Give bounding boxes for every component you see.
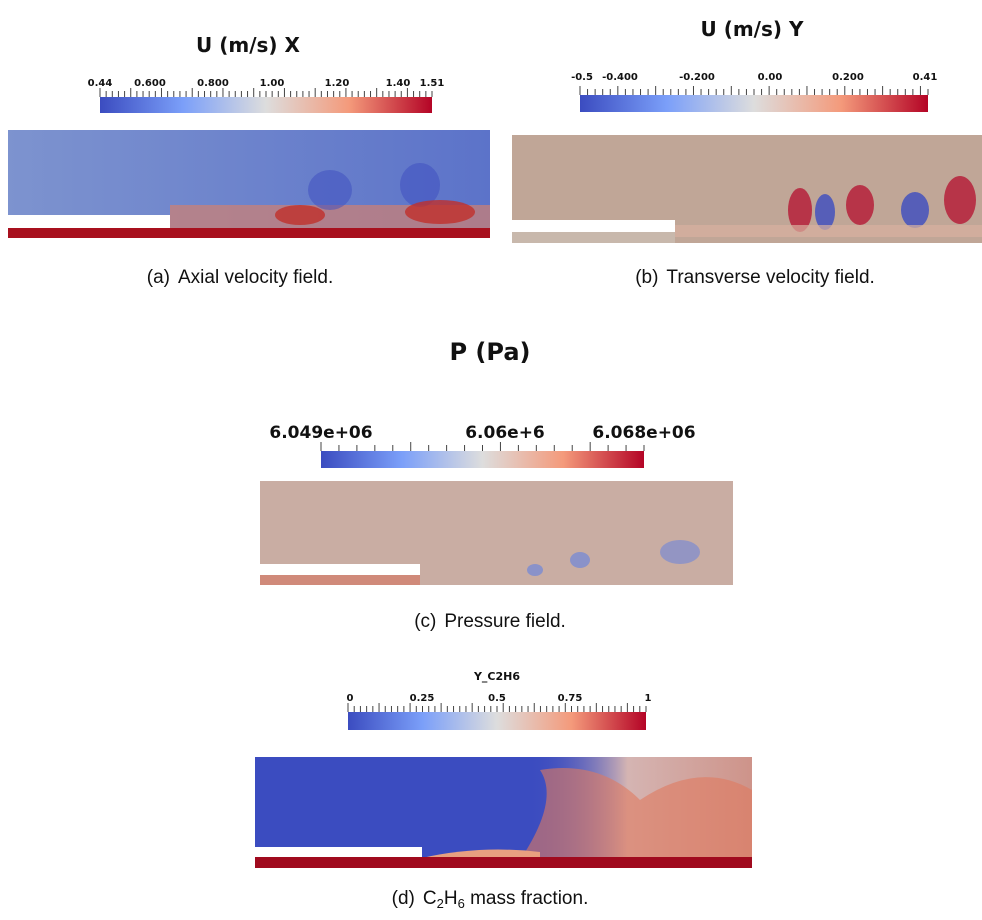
- colorbar-label: 6.06e+6: [465, 423, 545, 443]
- colorbar-label: 6.068e+06: [592, 423, 695, 443]
- colorbar-label: -0.5: [571, 72, 593, 83]
- caption: (b) Transverse velocity field.: [635, 267, 875, 288]
- colorbar: [100, 97, 432, 113]
- colorbar-label: 0.44: [88, 78, 113, 89]
- caption-text: Axial velocity field.: [178, 267, 333, 288]
- colorbar-label: 0.75: [558, 693, 583, 704]
- caption-text: H: [444, 888, 458, 909]
- axial-velocity-field: [8, 130, 490, 238]
- colorbar-label: -0.200: [679, 72, 715, 83]
- caption-text: Pressure field.: [444, 611, 565, 632]
- colorbar: [321, 451, 644, 468]
- colorbar-label: 0.600: [134, 78, 166, 89]
- panel-title: U (m/s) Y: [701, 17, 804, 41]
- caption-text: mass fraction.: [465, 888, 589, 909]
- caption: (a) Axial velocity field.: [147, 267, 333, 288]
- colorbar-label: 1.40: [386, 78, 411, 89]
- transverse-velocity-field: [512, 135, 982, 243]
- caption-label: (a): [147, 267, 170, 288]
- colorbar-label: 0.200: [832, 72, 864, 83]
- caption-label: (d): [392, 888, 415, 909]
- colorbar-label: 1.00: [260, 78, 285, 89]
- caption-subscript: 2: [437, 896, 444, 911]
- pressure-field: [260, 481, 733, 585]
- colorbar-label: 1.51: [420, 78, 445, 89]
- panel-title: U (m/s) X: [196, 33, 300, 57]
- colorbar: [580, 95, 928, 112]
- colorbar-label: 0.00: [758, 72, 783, 83]
- caption: (d) C2H6 mass fraction.: [392, 888, 589, 911]
- colorbar-label: 0.800: [197, 78, 229, 89]
- colorbar-label: -0.400: [602, 72, 638, 83]
- colorbar-label: 0.25: [410, 693, 435, 704]
- colorbar-label: 1: [645, 693, 652, 704]
- caption-label: (b): [635, 267, 658, 288]
- colorbar-label: 0.41: [913, 72, 938, 83]
- caption-label: (c): [414, 611, 436, 632]
- panel-title: Y_C2H6: [473, 670, 520, 683]
- caption-subscript: 6: [458, 896, 465, 911]
- colorbar-label: 0.5: [488, 693, 506, 704]
- caption-text: C: [423, 888, 437, 909]
- colorbar: [348, 712, 646, 730]
- mass-fraction-field: [255, 757, 752, 868]
- caption: (c) Pressure field.: [414, 611, 566, 632]
- colorbar-label: 6.049e+06: [269, 423, 372, 443]
- colorbar-label: 1.20: [325, 78, 350, 89]
- panel-title: P (Pa): [449, 338, 530, 366]
- caption-text: Transverse velocity field.: [666, 267, 874, 288]
- colorbar-label: 0: [347, 693, 354, 704]
